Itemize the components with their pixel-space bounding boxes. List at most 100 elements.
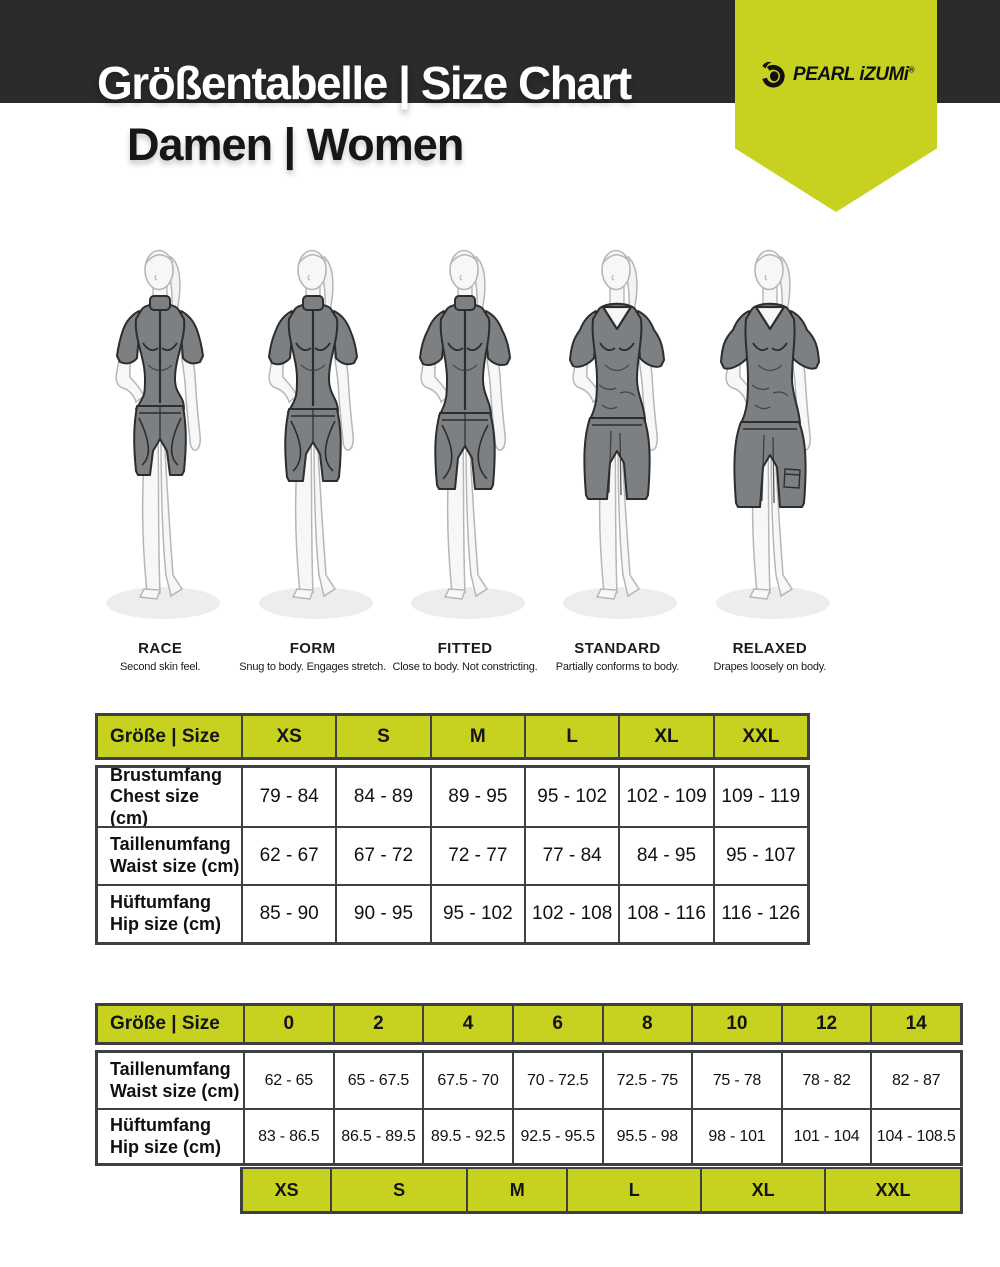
waist-m: 72 - 77	[429, 826, 524, 884]
hip-12: 101 - 104	[780, 1108, 871, 1163]
row-label-de: Hüftumfang	[110, 892, 211, 913]
hip-xxl: 116 - 126	[712, 884, 807, 942]
row-label-en: Hip size (cm)	[110, 1136, 222, 1157]
fit-caption: STANDARD Partially conforms to body.	[555, 631, 680, 673]
numeric-size-table-header: Größe | Size 0 2 4 6 8 10 12 14	[95, 1003, 963, 1045]
waist-xs: 62 - 67	[241, 826, 336, 884]
fit-description: Close to body. Not constricting.	[392, 661, 538, 673]
fit-description: Drapes loosely on body.	[713, 661, 827, 673]
letter-size-table: Größe | Size XS S M L XL XXL Brustumfang…	[95, 713, 810, 945]
brand-name-text: PEARL iZUMi	[793, 63, 909, 85]
row-label-en: Waist size (cm)	[110, 856, 240, 876]
col-header-10: 10	[691, 1006, 781, 1042]
col-header-m: M	[429, 716, 524, 757]
chest-s: 84 - 89	[335, 768, 429, 826]
col-header-l: L	[524, 716, 619, 757]
map-xl: XL	[700, 1169, 824, 1211]
waist-10: 75 - 78	[691, 1053, 781, 1108]
waist-s: 67 - 72	[335, 826, 430, 884]
hip-8: 95.5 - 98	[601, 1108, 692, 1163]
fit-caption: RACE Second skin feel.	[120, 631, 201, 673]
numeric-size-table: Größe | Size 0 2 4 6 8 10 12 14 Taillenu…	[95, 1003, 963, 1214]
fit-figure-race: RACE Second skin feel.	[84, 237, 236, 673]
fit-description: Snug to body. Engages stretch.	[239, 661, 386, 673]
fit-figure-form: FORM Snug to body. Engages stretch.	[236, 237, 388, 673]
chest-xs: 79 - 84	[241, 768, 335, 826]
row-label-de: Brustumfang	[110, 764, 222, 785]
hip-xl: 108 - 116	[618, 884, 713, 942]
hip-xs: 85 - 90	[241, 884, 336, 942]
row-label-hip: Hüftumfang Hip size (cm)	[98, 1108, 243, 1163]
chest-l: 95 - 102	[524, 768, 618, 826]
row-label-de: Taillenumfang	[110, 834, 231, 855]
hip-l: 102 - 108	[524, 884, 619, 942]
relaxed-fit-figure	[695, 237, 845, 631]
fit-figure-relaxed: RELAXED Drapes loosely on body.	[694, 237, 846, 673]
brand-ribbon: PEARL iZUMi®	[735, 0, 937, 212]
fit-caption: FITTED Close to body. Not constricting.	[393, 631, 538, 673]
fit-caption: RELAXED Drapes loosely on body.	[714, 631, 827, 673]
map-xxl: XXL	[824, 1169, 960, 1211]
chest-xl: 102 - 109	[618, 768, 712, 826]
col-header-8: 8	[601, 1006, 692, 1042]
chest-xxl: 109 - 119	[712, 768, 807, 826]
page-subtitle: Damen | Women	[127, 119, 464, 170]
row-label-de: Hüftumfang	[110, 1114, 211, 1135]
brand-name: PEARL iZUMi®	[793, 64, 914, 86]
row-label-waist: Taillenumfang Waist size (cm)	[98, 826, 241, 884]
size-header-label: Größe | Size	[98, 716, 241, 757]
row-label-waist: Taillenumfang Waist size (cm)	[98, 1053, 243, 1108]
fit-description: Partially conforms to body.	[555, 661, 680, 673]
waist-l: 77 - 84	[524, 826, 619, 884]
chest-m: 89 - 95	[429, 768, 524, 826]
waist-xl: 84 - 95	[618, 826, 713, 884]
numeric-size-table-body: Taillenumfang Waist size (cm) 62 - 65 65…	[95, 1050, 963, 1166]
col-header-s: S	[335, 716, 430, 757]
hip-14: 104 - 108.5	[870, 1108, 960, 1163]
col-header-6: 6	[511, 1006, 602, 1042]
map-m: M	[466, 1169, 566, 1211]
fit-name: STANDARD	[574, 640, 661, 657]
waist-xxl: 95 - 107	[712, 826, 807, 884]
letter-size-table-body: Brustumfang Chest size (cm) 79 - 84 84 -…	[95, 765, 810, 945]
fit-caption: FORM Snug to body. Engages stretch.	[239, 631, 386, 673]
col-header-4: 4	[422, 1006, 512, 1042]
fit-figure-fitted: FITTED Close to body. Not constricting.	[389, 237, 541, 673]
fit-name: FITTED	[437, 640, 493, 657]
hip-4: 89.5 - 92.5	[422, 1108, 512, 1163]
col-header-xs: XS	[241, 716, 336, 757]
fit-name: FORM	[289, 640, 336, 657]
fit-description: Second skin feel.	[120, 661, 201, 673]
col-header-12: 12	[780, 1006, 871, 1042]
hip-m: 95 - 102	[429, 884, 524, 942]
col-header-xl: XL	[618, 716, 713, 757]
waist-6: 70 - 72.5	[511, 1053, 602, 1108]
page-title: Größentabelle | Size Chart	[97, 57, 632, 109]
waist-4: 67.5 - 70	[422, 1053, 512, 1108]
waist-0: 62 - 65	[243, 1053, 333, 1108]
waist-8: 72.5 - 75	[601, 1053, 692, 1108]
col-header-0: 0	[243, 1006, 333, 1042]
fit-name: RACE	[138, 640, 183, 657]
fit-figures-row: RACE Second skin feel. FORM Snug to body…	[84, 237, 846, 673]
hip-10: 98 - 101	[691, 1108, 781, 1163]
hip-0: 83 - 86.5	[243, 1108, 333, 1163]
fit-figure-standard: STANDARD Partially conforms to body.	[541, 237, 693, 673]
row-label-en: Chest size (cm)	[110, 786, 200, 828]
standard-fit-figure	[542, 237, 692, 631]
row-label-de: Taillenumfang	[110, 1058, 231, 1079]
letter-mapping-row: XS S M L XL XXL	[240, 1167, 963, 1214]
waist-14: 82 - 87	[870, 1053, 960, 1108]
letter-size-table-header: Größe | Size XS S M L XL XXL	[95, 713, 810, 760]
form-fit-figure	[238, 237, 388, 631]
waist-12: 78 - 82	[780, 1053, 871, 1108]
map-xs: XS	[274, 1179, 299, 1200]
registered-mark: ®	[908, 65, 915, 75]
row-label-en: Hip size (cm)	[110, 914, 222, 934]
hip-2: 86.5 - 89.5	[332, 1108, 423, 1163]
row-label-en: Waist size (cm)	[110, 1080, 240, 1101]
race-fit-figure	[85, 237, 235, 631]
map-s: S	[330, 1169, 466, 1211]
hip-6: 92.5 - 95.5	[511, 1108, 602, 1163]
